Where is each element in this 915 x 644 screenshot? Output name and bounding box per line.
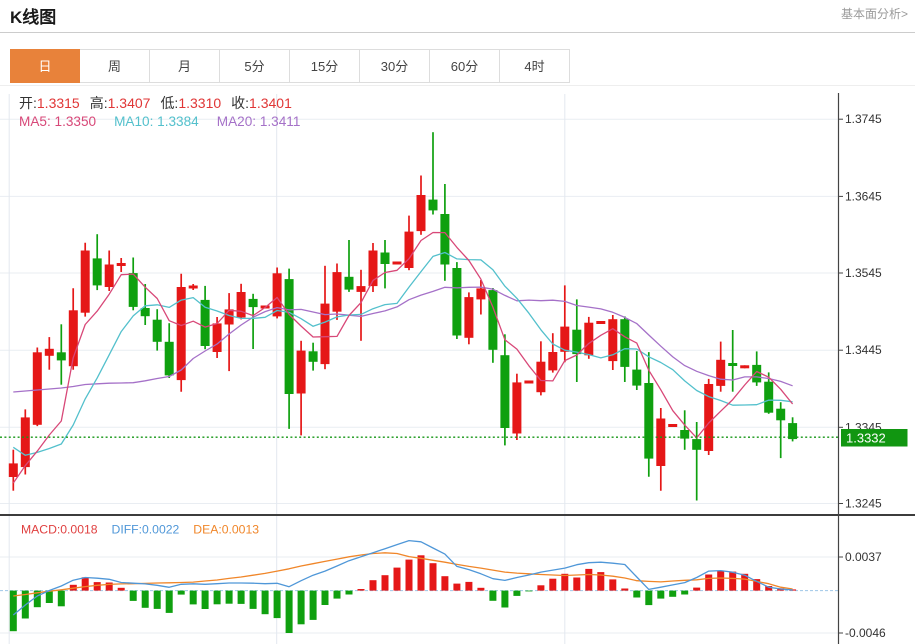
svg-text:1.3745: 1.3745 (845, 112, 882, 126)
svg-text:1.3445: 1.3445 (845, 343, 882, 357)
svg-text:1.3245: 1.3245 (845, 497, 882, 511)
svg-text:-0.0046: -0.0046 (845, 626, 886, 640)
svg-text:0.0037: 0.0037 (845, 550, 882, 564)
svg-text:1.3645: 1.3645 (845, 189, 882, 203)
svg-text:1.3545: 1.3545 (845, 266, 882, 280)
svg-text:1.3332: 1.3332 (846, 431, 886, 446)
